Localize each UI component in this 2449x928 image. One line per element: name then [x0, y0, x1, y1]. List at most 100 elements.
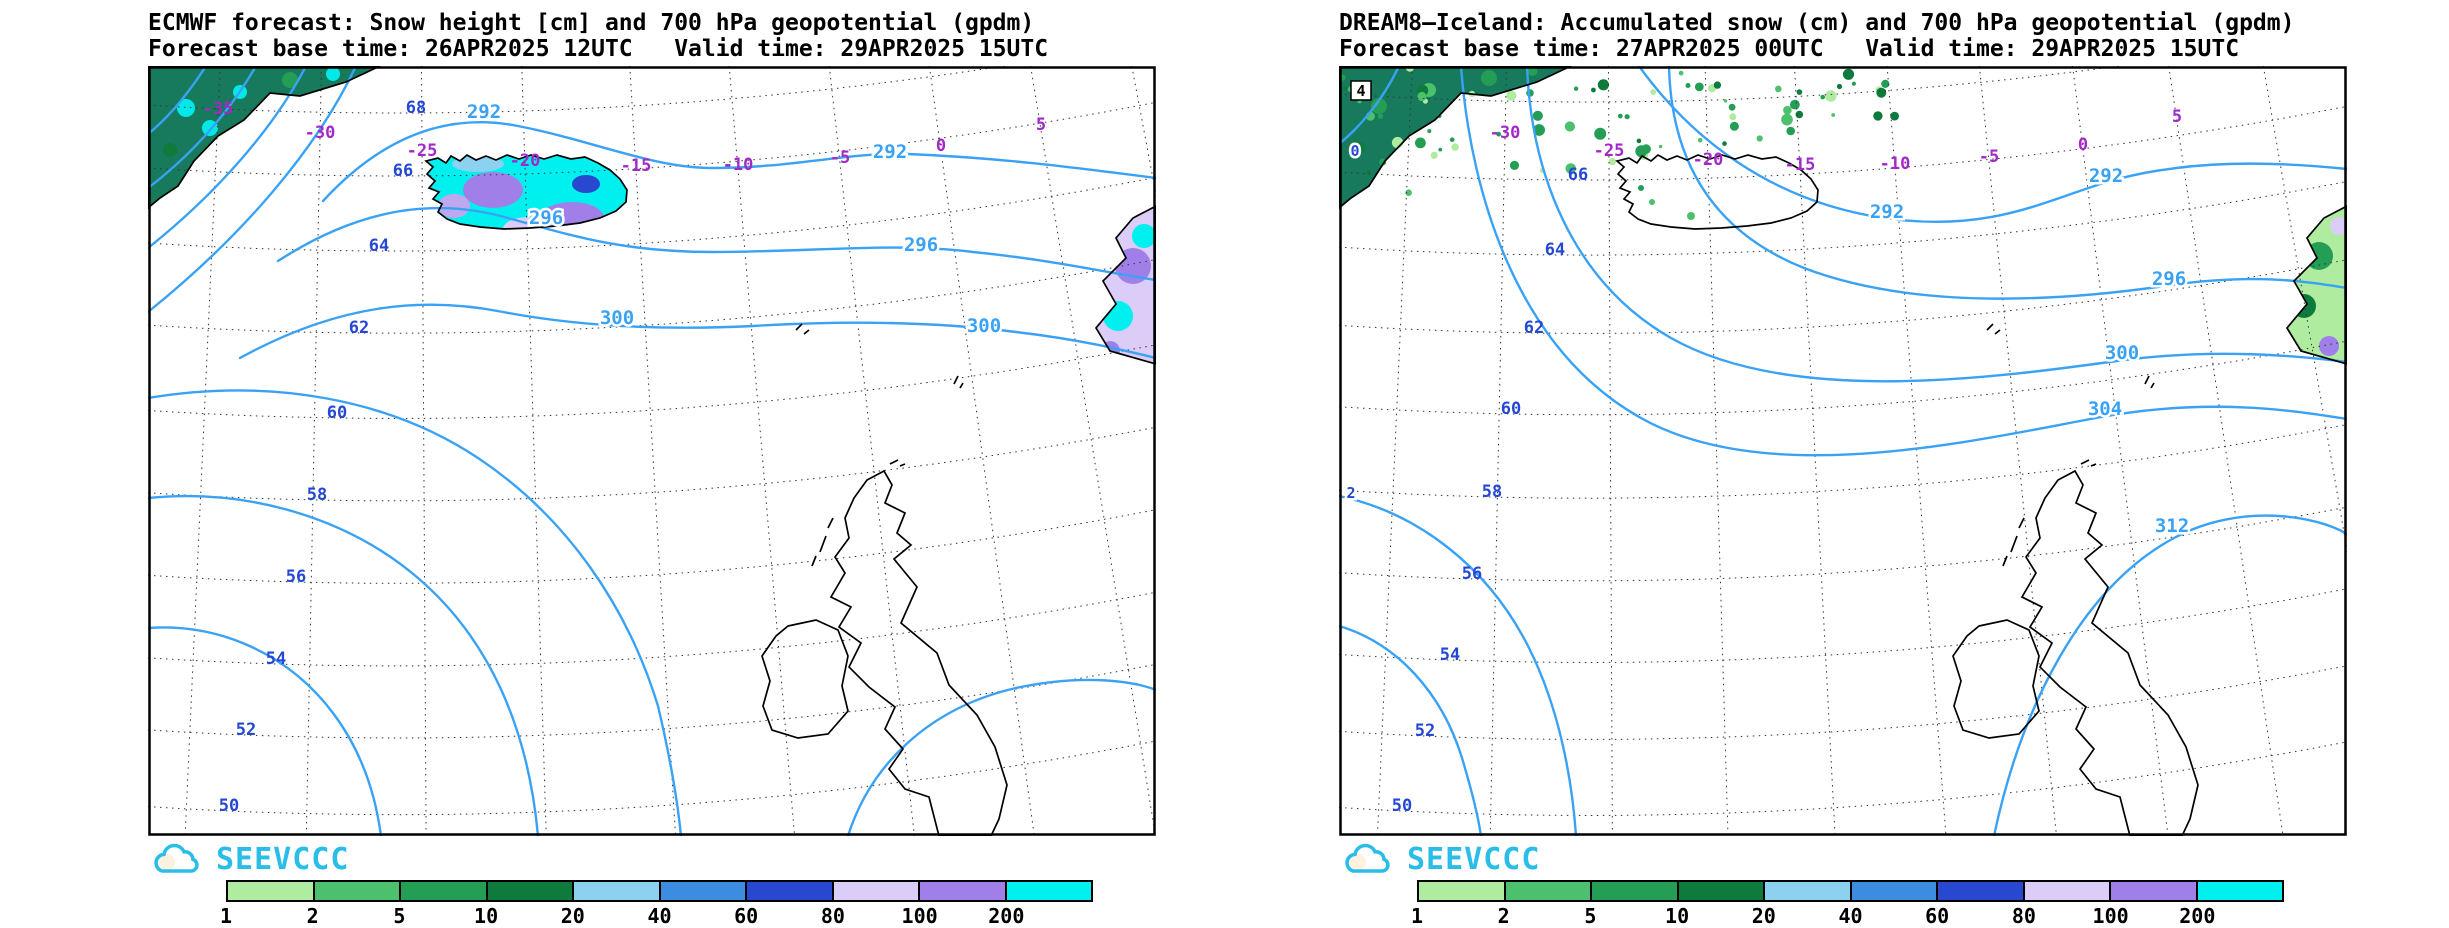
color-scale-value: 80	[820, 904, 845, 928]
color-scale-value: 10	[474, 904, 499, 928]
map-label: 64	[369, 236, 389, 256]
color-scale-segment	[2111, 882, 2198, 900]
map-label: -5	[830, 148, 850, 168]
color-scale-segment	[660, 882, 747, 900]
map-label: 56	[1462, 564, 1482, 584]
map-label: 54	[266, 649, 286, 669]
map-label: 296	[529, 207, 563, 229]
map-label: -30	[1490, 123, 1521, 143]
map-label: 66	[1568, 165, 1588, 185]
color-scale-segment	[1765, 882, 1852, 900]
map-title: ECMWF forecast: Snow height [cm] and 700…	[148, 10, 1035, 36]
color-scale-value: 40	[647, 904, 672, 928]
map-label: 54	[1440, 645, 1460, 665]
map-label: 0	[1350, 142, 1359, 160]
color-scale-segment	[228, 882, 315, 900]
map-label: 64	[1545, 240, 1565, 260]
value-box	[1350, 80, 1372, 101]
color-scale-segment	[401, 882, 488, 900]
color-scale-value: 1	[219, 904, 233, 928]
color-scale-segment	[1419, 882, 1506, 900]
map-label: -20	[1693, 150, 1724, 170]
map-label: 296	[2152, 268, 2186, 290]
map-label: 5	[2172, 107, 2182, 127]
color-scale-segment	[833, 882, 920, 900]
color-scale-value: 1	[1410, 904, 1424, 928]
snow-color-scale: 1 2 5 10 20 40 60 80 100 200	[1411, 880, 2284, 928]
map-label: 300	[2105, 342, 2139, 364]
color-scale-bar	[1417, 880, 2284, 902]
snow-color-scale: 1 2 5 10 20 40 60 80 100 200	[220, 880, 1093, 928]
map-label: 292	[2089, 165, 2123, 187]
color-scale-value: 5	[1584, 904, 1597, 928]
color-scale-segment	[1851, 882, 1938, 900]
map-labels: -30 -25 -20 -15 -10 -5 0 5 66 64 62 60 58 56 54 52 50 292…	[1344, 80, 2192, 816]
map-label: 292	[1870, 201, 1904, 223]
graticule	[148, 66, 1156, 836]
map-label: 62	[349, 318, 369, 338]
color-scale-value: 2	[306, 904, 319, 928]
map-label: 58	[1482, 482, 1502, 502]
map-subtitle: Forecast base time: 26APR2025 12UTC Vali…	[148, 36, 1049, 62]
map-labels: -35 -30 -25 -20 -15 -10 -5 0 5 68 66 64 62 60 58 56 54 52…	[203, 98, 1046, 816]
map-label: 5	[1036, 115, 1046, 135]
seevccc-logo: SEEVCCC	[148, 838, 1156, 880]
color-scale-value: 10	[1665, 904, 1690, 928]
color-scale-segment	[1938, 882, 2025, 900]
map-label: 304	[2088, 398, 2122, 420]
ecmwf-forecast-panel: ECMWF forecast: Snow height [cm] and 700…	[148, 10, 1156, 928]
graticule	[1339, 66, 2347, 836]
color-scale-segment	[2197, 882, 2282, 900]
map-label: -15	[621, 156, 652, 176]
map-label: 292	[873, 141, 907, 163]
map-label: 50	[219, 796, 239, 816]
color-scale-value: 20	[560, 904, 585, 928]
dream8-weather-map: -30 -25 -20 -15 -10 -5 0 5 66 64 62 60 58 56 54 52 50 292…	[1339, 66, 2347, 836]
ecmwf-weather-map: -35 -30 -25 -20 -15 -10 -5 0 5 68 66 64 62 60 58 56 54 52…	[148, 66, 1156, 836]
map-subtitle: Forecast base time: 27APR2025 00UTC Vali…	[1339, 36, 2240, 62]
seevccc-logo: SEEVCCC	[1339, 838, 2347, 880]
color-scale-segment	[314, 882, 401, 900]
coastlines	[148, 66, 1156, 836]
geopotential-contours	[1339, 66, 2347, 836]
map-label: 52	[236, 720, 256, 740]
seevccc-cloud-icon	[1345, 843, 1390, 873]
map-title: DREAM8–Iceland: Accumulated snow (cm) an…	[1339, 10, 2295, 36]
map-label: 66	[393, 161, 413, 181]
map-label: 68	[406, 98, 426, 118]
color-scale-value: 40	[1838, 904, 1863, 928]
map-border	[148, 66, 1156, 836]
geopotential-contours	[148, 66, 1156, 836]
color-scale-value: 20	[1751, 904, 1776, 928]
map-label: -25	[407, 141, 438, 161]
map-label: -25	[1594, 141, 1625, 161]
map-label: -20	[510, 151, 541, 171]
map-label: 0	[2078, 135, 2088, 155]
color-scale-segment	[574, 882, 661, 900]
color-scale-value: 200	[2179, 904, 2216, 928]
color-scale-value: 60	[1925, 904, 1950, 928]
map-label: -35	[203, 99, 234, 119]
map-label: 0	[936, 136, 946, 156]
map-label: -10	[723, 155, 754, 175]
map-label: 2	[1346, 484, 1355, 502]
color-scale-value: 2	[1497, 904, 1510, 928]
map-label: 62	[1524, 318, 1544, 338]
color-scale-value: 80	[2011, 904, 2036, 928]
map-label: -30	[305, 123, 336, 143]
map-label: -5	[1979, 147, 1999, 167]
color-scale-segment	[1006, 882, 1091, 900]
dream8-forecast-panel: DREAM8–Iceland: Accumulated snow (cm) an…	[1339, 10, 2347, 928]
map-label: 312	[2155, 515, 2189, 537]
color-scale-value: 100	[2092, 904, 2129, 928]
map-border	[1339, 66, 2347, 836]
color-scale-value: 200	[988, 904, 1025, 928]
color-scale-segment	[1592, 882, 1679, 900]
color-scale-bar	[226, 880, 1093, 902]
color-scale-value: 60	[734, 904, 759, 928]
map-label: 50	[1392, 796, 1412, 816]
color-scale-segment	[1505, 882, 1592, 900]
map-label: 292	[467, 101, 501, 123]
map-label: 60	[1501, 399, 1521, 419]
map-label: 58	[307, 485, 327, 505]
